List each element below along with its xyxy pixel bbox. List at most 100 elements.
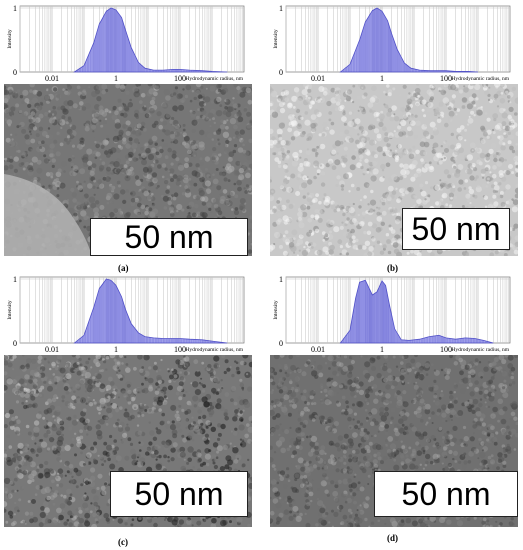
tem-grain	[223, 177, 228, 182]
tem-grain	[51, 113, 55, 116]
tem-grain	[203, 401, 210, 408]
tem-grain	[115, 408, 120, 413]
tem-grain	[248, 482, 252, 489]
tem-grain	[120, 189, 126, 195]
tem-grain	[99, 183, 105, 189]
x-tick-label: 1	[380, 345, 384, 354]
tem-grain	[303, 160, 310, 167]
tem-grain	[159, 363, 162, 366]
tem-grain	[369, 97, 376, 103]
tem-grain	[39, 511, 46, 519]
tem-grain	[155, 370, 159, 373]
tem-grain	[97, 179, 102, 185]
tem-grain	[201, 361, 205, 365]
tem-grain	[304, 111, 309, 115]
tem-grain	[93, 193, 96, 196]
tem-grain	[59, 142, 64, 147]
tem-grain	[507, 131, 511, 135]
tem-grain	[98, 105, 104, 111]
tem-grain	[453, 195, 458, 199]
tem-grain	[96, 486, 100, 491]
tem-grain	[282, 234, 286, 238]
tem-grain	[140, 92, 146, 98]
tem-grain	[145, 147, 151, 154]
tem-grain	[236, 133, 242, 139]
tem-grain	[115, 84, 121, 89]
tem-grain	[416, 198, 422, 205]
tem-grain	[453, 157, 457, 161]
tem-grain	[503, 133, 508, 139]
tem-grain	[60, 160, 68, 167]
tem-grain	[309, 192, 315, 198]
tem-grain	[220, 119, 224, 124]
tem-grain	[207, 437, 211, 441]
tem-image-a: 50 nm	[4, 84, 252, 256]
tem-grain	[88, 402, 94, 407]
tem-grain	[410, 249, 414, 254]
tem-grain	[57, 376, 63, 382]
tem-grain	[100, 369, 104, 373]
tem-grain	[49, 412, 53, 415]
tem-grain	[508, 164, 513, 169]
tem-grain	[412, 164, 417, 169]
tem-grain	[482, 85, 488, 91]
tem-grain	[4, 477, 11, 485]
tem-grain	[82, 502, 89, 509]
tem-grain	[224, 100, 227, 102]
tem-grain	[239, 173, 242, 176]
tem-grain	[363, 92, 368, 97]
tem-grain	[341, 249, 348, 255]
tem-grain	[157, 164, 162, 169]
tem-grain	[232, 431, 238, 436]
tem-grain	[100, 402, 105, 407]
tem-grain	[311, 100, 316, 105]
tem-grain	[480, 106, 483, 109]
tem-grain	[235, 170, 240, 175]
tem-grain	[237, 396, 241, 400]
tem-grain	[513, 448, 517, 451]
tem-grain	[195, 163, 200, 168]
tem-grain	[192, 421, 196, 425]
tem-grain	[193, 182, 198, 187]
tem-grain	[160, 420, 165, 425]
tem-grain	[393, 113, 396, 116]
tem-grain	[205, 87, 208, 90]
tem-grain	[100, 124, 104, 128]
tem-grain	[469, 175, 475, 181]
tem-grain	[213, 376, 220, 383]
tem-grain	[27, 479, 32, 485]
tem-grain	[286, 186, 293, 193]
tem-grain	[343, 122, 347, 126]
tem-grain	[231, 373, 235, 378]
tem-grain	[97, 473, 103, 479]
tem-grain	[89, 170, 95, 176]
tem-grain	[114, 128, 118, 132]
tem-grain	[105, 134, 110, 139]
tem-grain	[15, 150, 18, 153]
tem-grain	[217, 437, 221, 441]
tem-grain	[208, 449, 212, 453]
tem-grain	[351, 235, 356, 240]
tem-grain	[122, 102, 125, 105]
tem-grain	[371, 151, 376, 155]
tem-grain	[243, 401, 251, 408]
tem-grain	[59, 420, 65, 426]
tem-grain	[93, 179, 96, 183]
tem-grain	[341, 163, 346, 168]
tem-grain	[68, 480, 71, 483]
tem-grain	[167, 147, 172, 153]
tem-grain	[149, 107, 155, 114]
tem-grain	[73, 432, 77, 435]
tem-grain	[183, 135, 190, 142]
tem-grain	[131, 143, 138, 150]
tem-grain	[84, 390, 88, 393]
tem-grain	[380, 221, 385, 226]
tem-grain	[515, 172, 518, 177]
tem-grain	[191, 438, 195, 442]
tem-grain	[321, 133, 326, 137]
tem-grain	[82, 370, 88, 376]
tem-grain	[205, 167, 208, 171]
tem-grain	[372, 468, 375, 471]
tem-grain	[78, 517, 85, 524]
tem-grain	[229, 106, 235, 112]
